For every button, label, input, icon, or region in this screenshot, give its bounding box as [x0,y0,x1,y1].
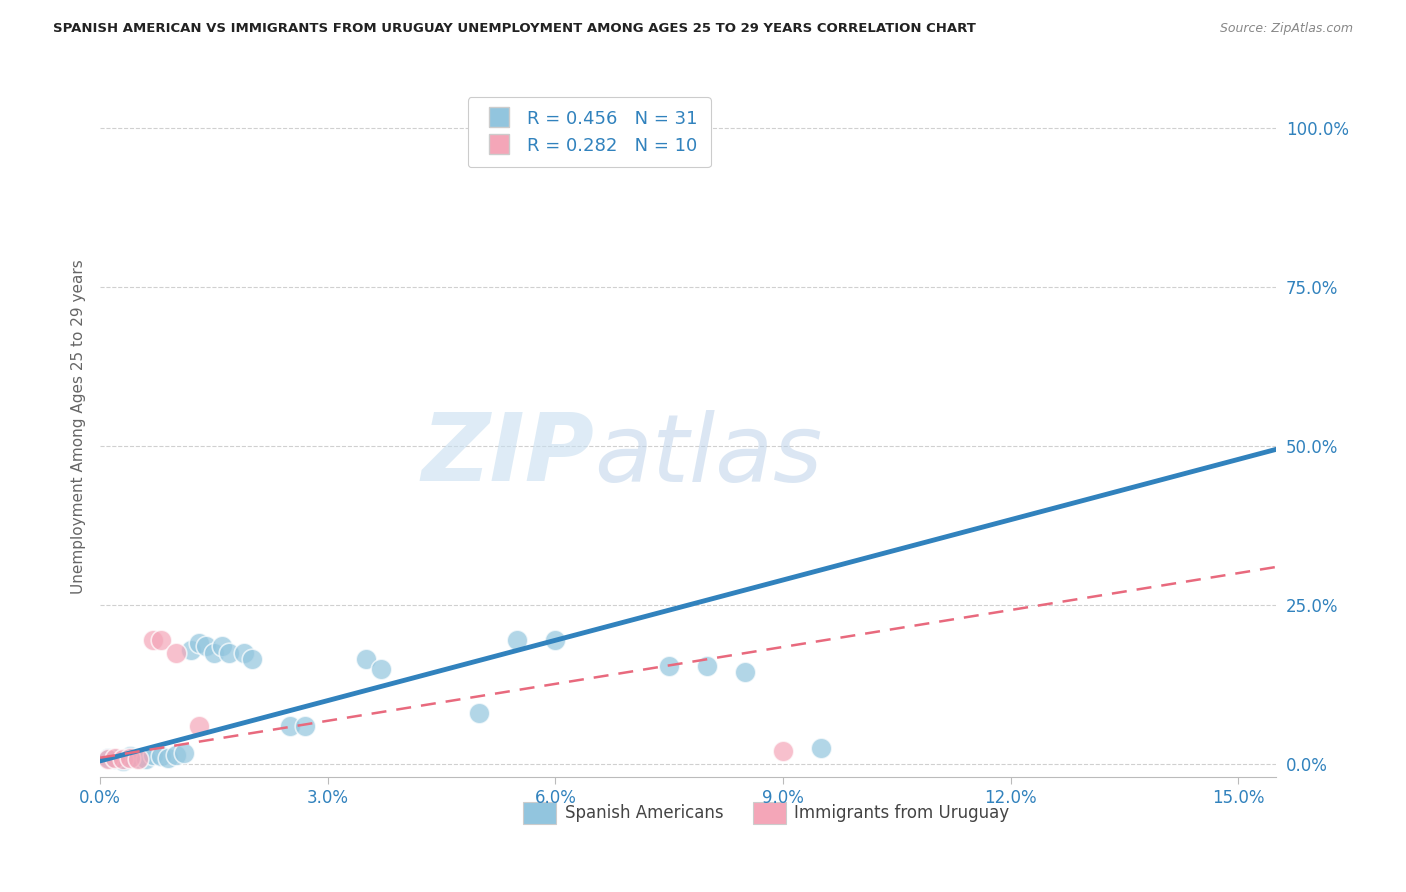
Point [294,719,316,733]
Point [142,633,165,648]
Point [142,747,165,762]
Point [240,652,263,666]
Point [202,646,225,660]
Point [97,750,120,764]
Point [111,754,134,768]
Point [211,640,233,654]
Text: SPANISH AMERICAN VS IMMIGRANTS FROM URUGUAY UNEMPLOYMENT AMONG AGES 25 TO 29 YEA: SPANISH AMERICAN VS IMMIGRANTS FROM URUG… [53,22,976,36]
Text: Immigrants from Uruguay: Immigrants from Uruguay [794,805,1010,822]
Point [120,750,142,764]
Point [278,719,301,733]
Point [104,750,127,764]
Point [187,636,209,650]
Point [506,633,529,648]
Point [104,752,127,766]
Point [180,642,202,657]
Point [135,752,157,766]
Bar [752,802,786,824]
Point [111,752,134,766]
Point [149,749,172,764]
Point [187,719,209,733]
Point [218,646,240,660]
Point [157,750,180,764]
Point [370,662,392,676]
Point [120,749,142,764]
Point [620,121,643,136]
Text: Spanish Americans: Spanish Americans [565,805,723,822]
Text: Source: ZipAtlas.com: Source: ZipAtlas.com [1219,22,1353,36]
Point [149,633,172,648]
Point [195,640,218,654]
Point [772,744,794,758]
Point [165,646,187,660]
Legend: R = 0.456   N = 31, R = 0.282   N = 10: R = 0.456 N = 31, R = 0.282 N = 10 [468,97,710,168]
Point [354,652,377,666]
Point [127,752,149,766]
Bar [523,802,557,824]
Point [165,747,187,762]
Point [810,741,832,756]
Point [468,706,491,721]
Y-axis label: Unemployment Among Ages 25 to 29 years: Unemployment Among Ages 25 to 29 years [72,260,86,594]
Point [127,750,149,764]
Text: ZIP: ZIP [422,409,595,501]
Point [696,658,718,673]
Text: atlas: atlas [595,409,823,500]
Point [544,633,567,648]
Point [233,646,256,660]
Point [734,665,756,679]
Point [658,658,681,673]
Point [173,746,195,760]
Point [97,752,120,766]
